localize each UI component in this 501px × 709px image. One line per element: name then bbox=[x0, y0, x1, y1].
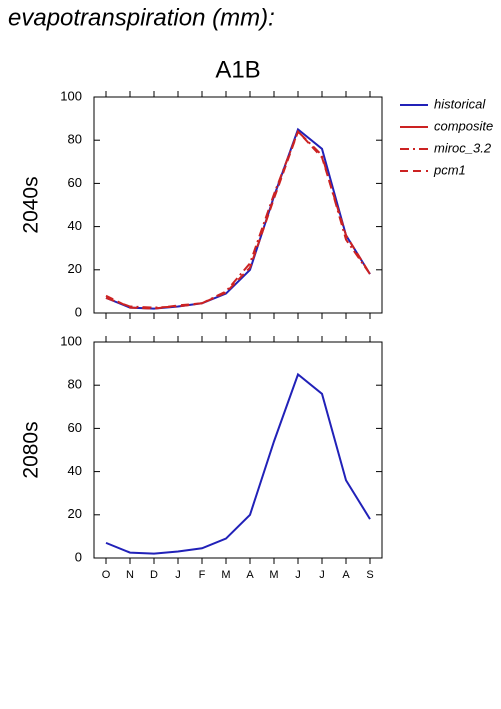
y-tick-label: 20 bbox=[68, 261, 82, 276]
y-tick-label: 100 bbox=[60, 88, 82, 103]
x-tick-label: O bbox=[102, 569, 111, 581]
y-tick-label: 80 bbox=[68, 377, 82, 392]
page-title: evapotranspiration (mm): bbox=[8, 4, 275, 31]
x-tick-label: J bbox=[295, 569, 301, 581]
x-tick-label: D bbox=[150, 569, 158, 581]
x-tick-label: N bbox=[126, 569, 134, 581]
y-tick-label: 0 bbox=[75, 304, 82, 319]
series-line bbox=[105, 129, 371, 310]
x-tick-label: A bbox=[342, 569, 350, 581]
x-tick-label: A bbox=[246, 569, 254, 581]
legend-label: pcm1 bbox=[433, 162, 466, 177]
y-tick-label: 60 bbox=[68, 175, 82, 190]
x-tick-label: F bbox=[199, 569, 206, 581]
legend-label: historical bbox=[434, 96, 486, 111]
plot-frame bbox=[93, 96, 383, 314]
y-axis-label: 2080s bbox=[20, 421, 43, 478]
y-tick-label: 20 bbox=[68, 506, 82, 521]
x-tick-label: M bbox=[221, 569, 230, 581]
y-axis-label: 2040s bbox=[20, 176, 43, 233]
legend-label: composite bbox=[434, 118, 493, 133]
y-tick-label: 80 bbox=[68, 132, 82, 147]
y-tick-label: 100 bbox=[60, 333, 82, 348]
x-tick-label: J bbox=[175, 569, 181, 581]
legend-label: miroc_3.2 bbox=[434, 140, 492, 155]
y-tick-label: 40 bbox=[68, 218, 82, 233]
x-tick-label: J bbox=[319, 569, 325, 581]
y-tick-label: 60 bbox=[68, 420, 82, 435]
series-line bbox=[105, 127, 371, 310]
plot-frame bbox=[93, 341, 383, 559]
chart-title: A1B bbox=[215, 56, 260, 83]
y-tick-label: 0 bbox=[75, 549, 82, 564]
x-tick-label: S bbox=[366, 569, 373, 581]
series-line bbox=[105, 372, 371, 555]
x-tick-label: M bbox=[269, 569, 278, 581]
y-tick-label: 40 bbox=[68, 463, 82, 478]
